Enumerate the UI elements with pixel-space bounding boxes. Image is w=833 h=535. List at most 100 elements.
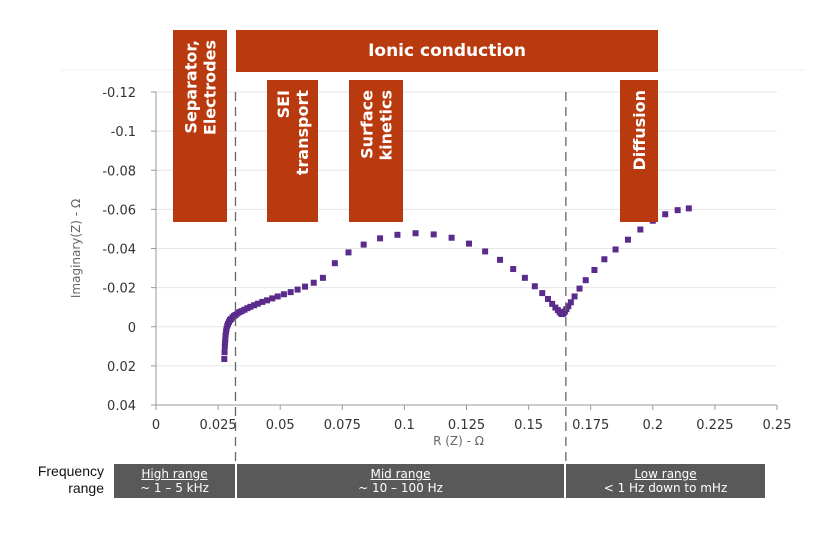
data-point [624, 236, 631, 243]
banner-label: Diffusion [630, 90, 649, 171]
data-point [222, 332, 229, 339]
data-point [360, 241, 367, 248]
data-point [274, 293, 281, 300]
frequency-label-line1: Frequency [37, 463, 104, 479]
data-point [221, 349, 228, 356]
data-point [465, 240, 472, 247]
data-point [310, 279, 317, 286]
region-boundaries [234, 92, 567, 462]
banner-label: SEItransport [274, 90, 312, 176]
y-tick-label: 0.04 [107, 399, 136, 414]
data-point [394, 231, 401, 238]
y-tick-label: -0.08 [102, 164, 136, 179]
banner-label: Separator,Electrodes [182, 40, 220, 135]
x-tick-label: 0.125 [448, 418, 485, 433]
banner-box [267, 80, 318, 222]
y-tick-label: -0.12 [102, 86, 136, 101]
data-point [539, 290, 546, 297]
data-point [591, 267, 598, 274]
data-point [571, 293, 578, 300]
data-point [259, 298, 266, 305]
data-point [294, 286, 301, 293]
x-axis-label: R (Z) - Ω [433, 434, 484, 448]
band-range: ~ 10 – 100 Hz [358, 481, 443, 495]
data-point [222, 336, 229, 343]
y-tick-label: 0.02 [107, 360, 136, 375]
x-tick-label: 0.1 [394, 418, 415, 433]
frequency-band-mid: Mid range ~ 10 – 100 Hz [237, 464, 564, 498]
y-tick-label: -0.02 [102, 282, 136, 297]
x-tick-label: 0.175 [572, 418, 609, 433]
frequency-label-line2: range [68, 480, 104, 496]
data-point [430, 231, 437, 238]
annotation-banner: Surfacekinetics [349, 80, 403, 222]
data-markers [221, 205, 692, 363]
banner-label: Surfacekinetics [358, 90, 396, 161]
data-point [345, 249, 352, 256]
annotation-banner: SEItransport [267, 80, 318, 222]
data-point [247, 303, 254, 310]
data-point [531, 283, 538, 290]
data-point [482, 248, 489, 255]
data-point [521, 274, 528, 281]
banner-label: Ionic conduction [368, 41, 526, 61]
data-point [685, 205, 692, 212]
x-tick-label: 0.25 [763, 418, 792, 433]
data-point [674, 207, 681, 214]
annotation-banner: Ionic conduction [236, 30, 658, 72]
band-title: High range [141, 467, 208, 481]
data-point [269, 295, 276, 302]
grid [60, 69, 805, 406]
y-tick-label: -0.06 [102, 203, 136, 218]
frequency-band-low: Low range < 1 Hz down to mHz [566, 464, 765, 498]
banner-box [349, 80, 403, 222]
data-point [576, 285, 583, 292]
x-tick-label: 0 [152, 418, 160, 433]
data-point [412, 230, 419, 237]
annotation-banner: Separator,Electrodes [173, 30, 227, 222]
x-tick-label: 0.05 [266, 418, 295, 433]
x-tick-label: 0.15 [514, 418, 543, 433]
data-point [612, 246, 619, 253]
data-point [544, 295, 551, 302]
data-point [251, 302, 258, 309]
data-point [565, 303, 572, 310]
data-point [302, 283, 309, 290]
data-point [287, 289, 294, 296]
data-point [331, 260, 338, 267]
data-point [254, 300, 261, 307]
y-tick-label: 0 [128, 321, 136, 336]
data-point [319, 274, 326, 281]
data-point [280, 291, 287, 298]
data-point [510, 266, 517, 273]
axes: -0.12 -0.1 -0.08 -0.06 -0.04 -0.02 0 0.02 0.04 0 0… [102, 86, 791, 433]
data-point [567, 299, 574, 306]
band-title: Low range [634, 467, 697, 481]
data-point [601, 256, 608, 263]
data-point [377, 235, 384, 242]
data-point [221, 356, 228, 363]
data-point [264, 297, 271, 304]
x-tick-label: 0.2 [642, 418, 663, 433]
x-tick-label: 0.025 [199, 418, 236, 433]
y-tick-label: -0.1 [111, 125, 136, 140]
y-tick-label: -0.04 [102, 243, 136, 258]
x-tick-label: 0.225 [696, 418, 733, 433]
banner-box [620, 80, 658, 222]
annotation-banners: Ionic conduction Separator,Electrodes SEIt… [173, 30, 658, 222]
data-point [448, 234, 455, 241]
data-point [549, 300, 556, 307]
data-point [637, 226, 644, 233]
data-point [497, 256, 504, 263]
data-point [221, 343, 228, 350]
banner-box [173, 30, 227, 222]
band-range: ~ 1 – 5 kHz [140, 481, 209, 495]
data-point [582, 277, 589, 284]
frequency-range-label: Frequency range [34, 463, 104, 497]
x-tick-label: 0.075 [324, 418, 361, 433]
band-title: Mid range [370, 467, 431, 481]
annotation-banner: Diffusion [620, 80, 658, 222]
y-axis-label: Imaginary(Z) - Ω [69, 199, 83, 298]
banner-box [236, 30, 658, 72]
